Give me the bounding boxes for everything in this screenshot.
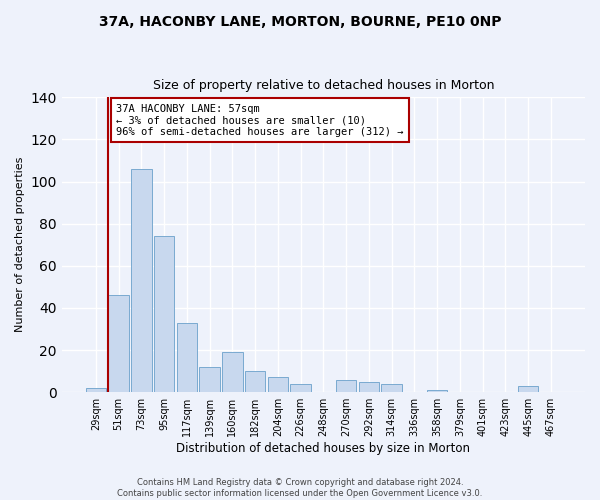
Bar (131, 169, 152, 392)
Text: 37A, HACONBY LANE, MORTON, BOURNE, PE10 0NP: 37A, HACONBY LANE, MORTON, BOURNE, PE10 … (99, 15, 501, 29)
Bar (109, 296, 129, 392)
Text: Contains HM Land Registry data © Crown copyright and database right 2024.
Contai: Contains HM Land Registry data © Crown c… (118, 478, 482, 498)
Bar (427, 390, 448, 392)
Title: Size of property relative to detached houses in Morton: Size of property relative to detached ho… (152, 79, 494, 92)
Text: 37A HACONBY LANE: 57sqm
← 3% of detached houses are smaller (10)
96% of semi-det: 37A HACONBY LANE: 57sqm ← 3% of detached… (116, 104, 404, 137)
Bar (199, 367, 220, 392)
Bar (245, 371, 265, 392)
Bar (290, 384, 311, 392)
Bar (382, 384, 402, 392)
Bar (359, 382, 379, 392)
Bar (336, 380, 356, 392)
Y-axis label: Number of detached properties: Number of detached properties (15, 157, 25, 332)
Bar (86, 388, 106, 392)
Bar (222, 352, 242, 392)
Bar (518, 386, 538, 392)
X-axis label: Distribution of detached houses by size in Morton: Distribution of detached houses by size … (176, 442, 470, 455)
Bar (268, 378, 288, 392)
Bar (154, 236, 175, 392)
Bar (176, 322, 197, 392)
